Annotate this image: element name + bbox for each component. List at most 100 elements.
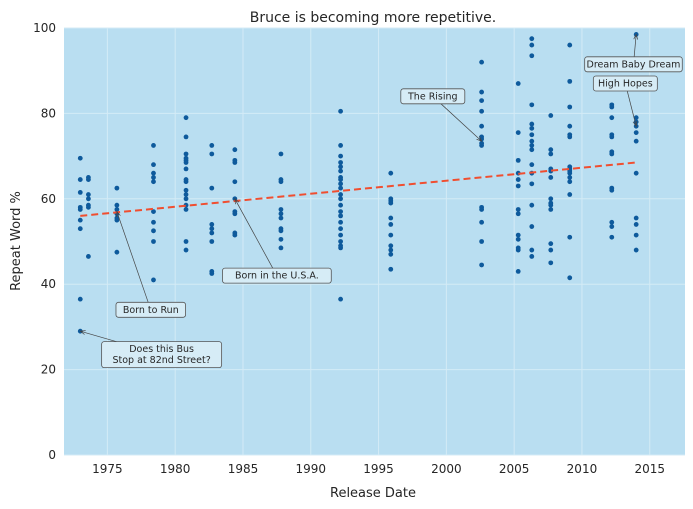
data-point [529,247,535,253]
x-tick-label: 1975 [92,462,123,476]
data-point [338,239,344,244]
x-axis-ticks: 1975 1980 1985 1990 1995 2000 2005 2010 2015 [92,462,665,476]
data-point [338,209,344,215]
annotation-box [584,56,683,73]
data-point [633,130,639,136]
data-point [567,134,573,140]
data-point [633,215,639,221]
data-point [278,207,284,212]
data-point [479,108,485,114]
data-point [338,202,344,208]
data-point [278,211,284,217]
data-point [479,219,485,225]
data-point [114,185,120,191]
data-point [529,42,535,48]
x-tick-label: 1995 [363,462,394,476]
data-point [388,243,394,249]
data-point [232,211,238,217]
data-point [479,59,485,65]
x-tick-label: 1985 [228,462,259,476]
data-point [77,296,83,302]
data-point [338,196,344,202]
data-point [209,222,215,227]
data-point [567,78,573,84]
data-point [77,217,83,223]
data-point [338,164,344,170]
annotation-arrow [633,34,637,57]
annotation-arrow [116,211,149,303]
data-point [515,183,521,189]
trend-line-path [80,161,637,217]
data-point [151,228,156,234]
data-point [479,143,485,148]
data-point [529,202,535,208]
trend-line [80,161,637,217]
data-point [338,153,344,159]
data-point [77,207,83,212]
data-point [609,187,615,193]
data-point [388,170,394,176]
annotation-label: Born to Run [123,305,179,316]
data-point [567,123,573,129]
data-point [183,207,189,212]
x-axis-label: Release Date [330,486,416,501]
data-point [567,175,573,180]
data-point [548,196,554,202]
data-point [338,160,344,165]
data-point [388,222,394,227]
annotation-arrow [80,330,117,342]
annotation-arrow [626,90,637,127]
data-point [529,121,535,127]
data-point [278,215,284,221]
data-point [151,162,156,168]
annotation-arrowhead [116,210,121,218]
data-point [548,151,554,157]
data-point [529,53,535,59]
annotation-arrow [234,198,274,269]
data-point [183,187,189,193]
annotation: High Hopes [592,75,658,128]
data-point [548,207,554,212]
data-point [183,239,189,244]
y-tick-label: 100 [33,21,56,35]
data-point [567,170,573,176]
data-point [548,241,554,247]
data-point [278,236,284,242]
data-point [479,262,485,268]
data-point [114,202,120,208]
data-point [338,168,344,174]
annotations: The Rising Dream Baby Dream High Hopes Born… [79,33,683,369]
data-point [183,196,189,202]
y-axis-ticks: 0 20 40 60 80 100 [33,21,56,462]
data-point [209,226,215,232]
data-point [529,138,535,144]
data-point [209,143,215,148]
data-point [479,239,485,244]
annotation-label: Stop at 82nd Street? [112,355,210,366]
annotation-arrowhead [632,120,638,128]
data-point [183,151,189,157]
data-point [515,236,521,242]
data-point [278,151,284,157]
data-point [183,166,189,172]
data-point [567,42,573,48]
data-point [388,200,394,206]
data-point [209,239,215,244]
data-point [515,130,521,136]
data-point [86,254,91,259]
data-point [338,185,344,191]
data-point [567,192,573,197]
data-point [338,245,344,251]
annotation-label: Does this Bus [129,344,194,355]
data-point [183,134,189,140]
y-tick-label: 80 [41,106,56,120]
data-point [567,275,573,281]
data-point [633,247,639,253]
data-point [278,179,284,185]
data-point [338,213,344,219]
data-point [567,234,573,240]
data-point [567,179,573,185]
data-point [548,202,554,208]
data-point [548,247,554,253]
